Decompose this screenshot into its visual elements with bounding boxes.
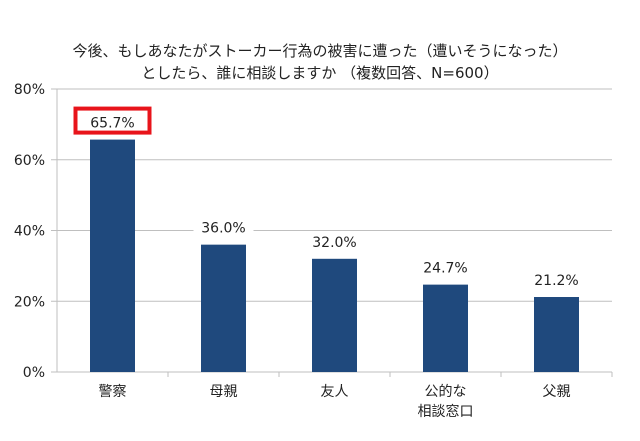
highlight-box xyxy=(73,106,152,135)
x-tick-label: 父親 xyxy=(543,384,571,400)
bar xyxy=(534,297,579,372)
bar xyxy=(312,258,357,372)
data-label: 32.0% xyxy=(312,235,356,251)
y-tick-label: 60% xyxy=(14,153,45,169)
x-tick-label: 警察 xyxy=(99,383,127,400)
label-bg xyxy=(526,270,587,291)
label-bg xyxy=(304,231,365,252)
label-bg xyxy=(415,257,476,278)
x-tick-label: 母親 xyxy=(210,384,238,400)
x-tick-label: 友人 xyxy=(321,384,349,400)
bar xyxy=(90,139,135,372)
data-label: 24.7% xyxy=(423,261,467,277)
chart-title-line-2: としたら、誰に相談しますか （複数回答、N=600） xyxy=(141,64,499,82)
chart-title-line-1: 今後、もしあなたがストーカー行為の被害に遭った（遭いそうになった） xyxy=(72,42,568,60)
bar xyxy=(423,284,468,372)
x-tick-label: 公的な xyxy=(425,384,467,400)
label-bg xyxy=(193,217,254,238)
x-tick-label: 相談窓口 xyxy=(418,403,474,420)
data-label: 36.0% xyxy=(201,221,245,237)
y-tick-label: 40% xyxy=(14,224,45,240)
y-tick-label: 80% xyxy=(14,82,45,98)
data-label: 65.7% xyxy=(90,116,134,132)
bar xyxy=(201,244,246,372)
y-tick-label: 0% xyxy=(23,365,45,381)
data-label: 21.2% xyxy=(534,273,578,289)
y-tick-label: 20% xyxy=(14,294,45,310)
